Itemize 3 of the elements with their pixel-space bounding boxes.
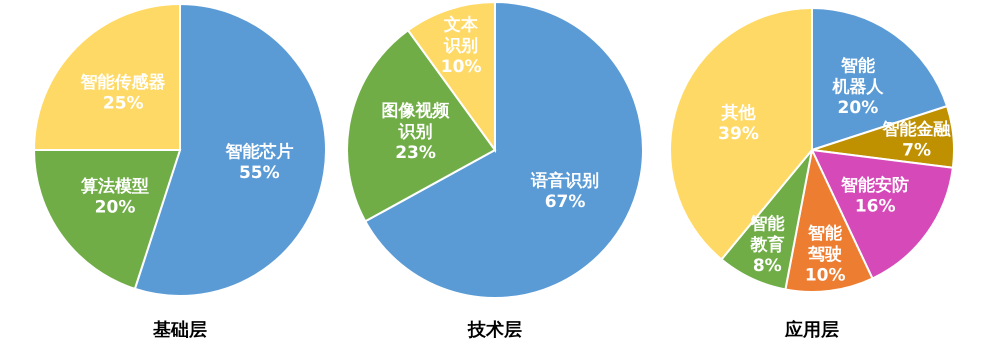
title: 基础层 [153, 320, 207, 340]
title: 技术层 [468, 320, 522, 340]
title: 应用层 [785, 320, 839, 340]
